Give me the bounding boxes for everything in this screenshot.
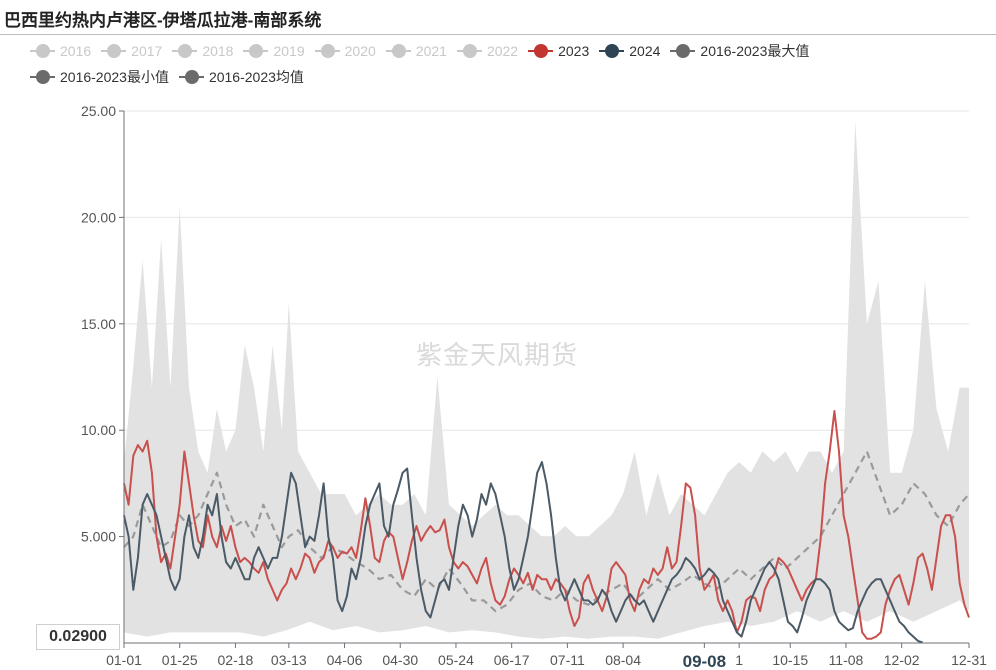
legend-label: 2022 bbox=[486, 43, 519, 59]
y-tick-label: 20.00 bbox=[81, 209, 116, 225]
legend-label: 2024 bbox=[629, 43, 661, 59]
legend-label: 2020 bbox=[344, 43, 376, 59]
x-tick-label: 08-04 bbox=[605, 652, 641, 668]
legend-marker-icon bbox=[30, 44, 55, 58]
legend-item[interactable]: 2018 bbox=[172, 43, 233, 59]
legend-marker-icon bbox=[243, 44, 269, 58]
x-tick-label: 12-31 bbox=[951, 652, 987, 668]
legend-marker-icon bbox=[172, 44, 198, 58]
legend-marker-icon bbox=[30, 70, 55, 84]
legend-label: 2016 bbox=[60, 43, 92, 59]
legend-row: 2016-2023最小值 2016-2023均值 bbox=[30, 64, 990, 90]
x-tick-label: 01-25 bbox=[162, 652, 198, 668]
chart-legend: 2016 2017 2018 2019 2020 2021 2022 2023 2024 2016… bbox=[30, 38, 990, 90]
legend-marker-icon bbox=[599, 44, 625, 58]
x-tick-label: 12-02 bbox=[884, 652, 920, 668]
x-tick-label: 11-08 bbox=[829, 652, 864, 668]
legend-marker-icon bbox=[101, 44, 127, 58]
x-tick-label: 1 bbox=[735, 652, 743, 668]
legend-label: 2023 bbox=[558, 43, 590, 59]
legend-item[interactable]: 2016-2023均值 bbox=[178, 67, 304, 87]
legend-item[interactable]: 2017 bbox=[101, 43, 162, 59]
x-tick-label: 05-24 bbox=[438, 652, 474, 668]
watermark: 紫金天风期货 bbox=[416, 340, 579, 370]
y-tick-label: 25.00 bbox=[81, 103, 116, 119]
y-tick-label: 15.00 bbox=[81, 316, 116, 332]
x-tick-label: 03-13 bbox=[271, 652, 307, 668]
legend-row: 2016 2017 2018 2019 2020 2021 2022 2023 2024 2016… bbox=[30, 38, 990, 64]
x-tick-label: 07-11 bbox=[550, 652, 585, 668]
y-tick-label: 5.000 bbox=[81, 529, 116, 545]
y-axis-pointer-label: 0.02900 bbox=[36, 624, 120, 650]
legend-marker-icon bbox=[385, 44, 411, 58]
legend-item[interactable]: 2016-2023最大值 bbox=[670, 41, 809, 61]
legend-marker-icon bbox=[314, 44, 340, 58]
x-tick-label: 01-01 bbox=[106, 652, 142, 668]
chart-title: 巴西里约热内卢港区-伊塔瓜拉港-南部系统 bbox=[4, 11, 322, 30]
legend-label: 2016-2023最大值 bbox=[700, 43, 810, 59]
series-2024-line bbox=[123, 461, 923, 644]
axes: 25.00 20.00 15.00 10.00 5.000 01-01 01-25 02-18… bbox=[81, 103, 987, 670]
legend-item[interactable]: 2016-2023最小值 bbox=[30, 67, 169, 87]
series-lines bbox=[123, 410, 970, 644]
x-tick-label: 02-18 bbox=[218, 652, 254, 668]
legend-item[interactable]: 2023 bbox=[528, 43, 589, 59]
title-divider bbox=[0, 34, 996, 35]
legend-marker-icon bbox=[670, 44, 696, 58]
legend-item[interactable]: 2016 bbox=[30, 43, 91, 59]
mean-series-line bbox=[123, 450, 970, 613]
legend-item[interactable]: 2019 bbox=[243, 43, 305, 59]
legend-label: 2016-2023最小值 bbox=[60, 69, 169, 85]
legend-item[interactable]: 2021 bbox=[385, 43, 447, 59]
legend-label: 2017 bbox=[131, 43, 163, 59]
legend-item[interactable]: 2020 bbox=[314, 43, 376, 59]
legend-label: 2019 bbox=[273, 43, 305, 59]
x-axis-pointer-label: 09-08 bbox=[683, 652, 726, 670]
legend-label: 2021 bbox=[415, 43, 447, 59]
legend-item[interactable]: 2022 bbox=[456, 43, 519, 59]
x-tick-label: 04-06 bbox=[327, 652, 363, 668]
legend-marker-icon bbox=[528, 44, 554, 58]
legend-marker-icon bbox=[456, 44, 482, 58]
min-max-band-area bbox=[124, 121, 969, 639]
x-tick-label: 06-17 bbox=[494, 652, 530, 668]
min-max-band bbox=[124, 121, 969, 639]
legend-label: 2016-2023均值 bbox=[208, 69, 304, 85]
x-tick-label: 10-15 bbox=[772, 652, 808, 668]
legend-label: 2018 bbox=[202, 43, 234, 59]
y-tick-label: 10.00 bbox=[81, 422, 116, 438]
x-tick-label: 04-30 bbox=[382, 652, 418, 668]
series-2023-line bbox=[123, 410, 970, 640]
legend-item[interactable]: 2024 bbox=[599, 43, 660, 59]
legend-marker-icon bbox=[178, 70, 204, 84]
